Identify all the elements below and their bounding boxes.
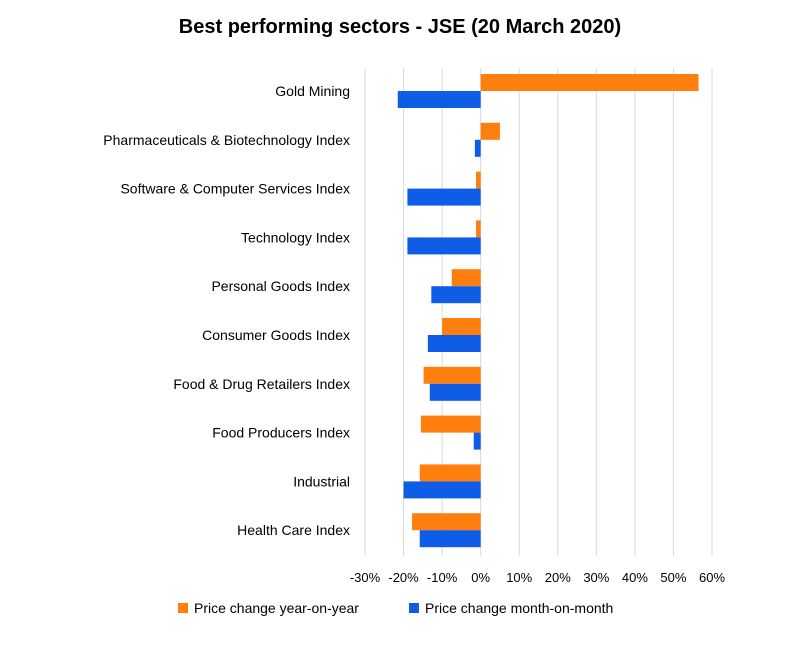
x-tick-label: -30% xyxy=(350,570,381,585)
bar-month-on-month xyxy=(407,188,481,206)
x-tick-label: 40% xyxy=(622,570,648,585)
x-tick-label: 20% xyxy=(545,570,571,585)
category-label: Industrial xyxy=(293,473,350,489)
chart-title: Best performing sectors - JSE (20 March … xyxy=(178,16,622,38)
bar-year-on-year xyxy=(412,513,481,531)
x-tick-label: 10% xyxy=(506,570,532,585)
bar-year-on-year xyxy=(419,464,481,482)
x-tick-label: 50% xyxy=(660,570,686,585)
x-tick-label: 0% xyxy=(471,570,490,585)
category-label: Food & Drug Retailers Index xyxy=(173,376,350,392)
category-label: Consumer Goods Index xyxy=(202,327,350,343)
x-tick-label: -10% xyxy=(427,570,458,585)
bar-month-on-month xyxy=(473,432,481,450)
legend-label-year: Price change year-on-year xyxy=(194,600,359,616)
legend-item-year: Price change year-on-year xyxy=(178,600,359,616)
bar-month-on-month xyxy=(427,335,481,352)
category-label: Technology Index xyxy=(241,229,350,245)
category-label: Gold Mining xyxy=(275,83,350,99)
bar-year-on-year xyxy=(476,171,481,189)
legend-label-month: Price change month-on-month xyxy=(425,600,614,616)
category-label: Health Care Index xyxy=(237,522,350,538)
bar-year-on-year xyxy=(476,220,481,238)
bar-year-on-year xyxy=(480,74,699,91)
category-label: Software & Computer Services Index xyxy=(120,181,350,197)
bar-month-on-month xyxy=(431,286,481,304)
bar-year-on-year xyxy=(451,269,481,287)
bar-month-on-month xyxy=(403,481,481,499)
bar-month-on-month xyxy=(474,139,481,157)
legend-swatch-month xyxy=(409,603,419,613)
x-tick-label: 30% xyxy=(583,570,609,585)
bar-year-on-year xyxy=(420,415,481,433)
legend: Price change year-on-year Price change m… xyxy=(0,600,800,624)
bar-year-on-year xyxy=(480,122,500,140)
bar-year-on-year xyxy=(442,318,481,335)
x-tick-label: 60% xyxy=(699,570,725,585)
legend-item-month: Price change month-on-month xyxy=(409,600,613,616)
legend-swatch-year xyxy=(178,603,188,613)
category-label: Pharmaceuticals & Biotechnology Index xyxy=(103,132,350,148)
x-tick-label: -20% xyxy=(388,570,419,585)
category-label: Food Producers Index xyxy=(212,425,350,441)
category-label: Personal Goods Index xyxy=(211,278,350,294)
bar-year-on-year xyxy=(423,366,481,384)
bar-month-on-month xyxy=(419,530,481,548)
bar-month-on-month xyxy=(397,91,481,108)
bar-month-on-month xyxy=(429,383,481,401)
bar-month-on-month xyxy=(407,237,481,255)
